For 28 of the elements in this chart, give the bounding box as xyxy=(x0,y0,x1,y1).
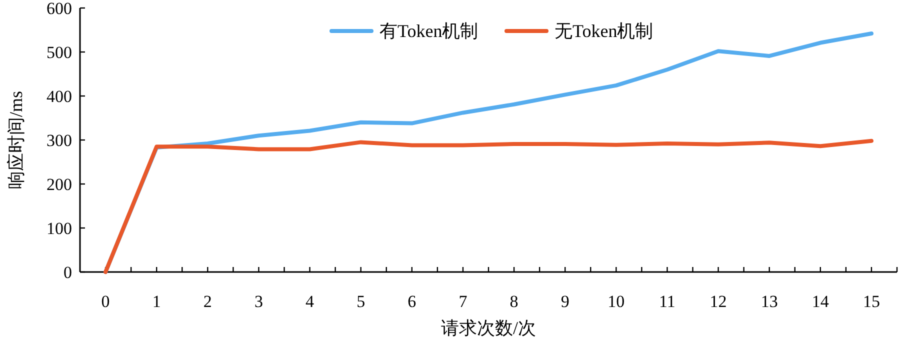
x-tick-label: 5 xyxy=(356,292,366,311)
x-tick-label: 15 xyxy=(862,292,880,311)
y-tick-label: 500 xyxy=(46,43,72,62)
legend-label: 有Token机制 xyxy=(380,21,478,41)
x-tick-label: 8 xyxy=(510,292,518,311)
y-tick-label: 0 xyxy=(64,263,72,282)
x-tick-label: 12 xyxy=(710,292,727,311)
x-tick-label: 0 xyxy=(101,292,110,311)
y-tick-label: 400 xyxy=(46,87,72,106)
x-tick-label: 2 xyxy=(203,292,212,311)
y-tick-label: 300 xyxy=(46,131,72,150)
x-tick-label: 10 xyxy=(608,292,625,311)
x-tick-label: 13 xyxy=(760,292,778,311)
x-tick-label: 6 xyxy=(408,292,416,311)
x-tick-label: 3 xyxy=(254,292,263,311)
x-tick-label: 4 xyxy=(306,292,315,311)
x-tick-label: 11 xyxy=(659,292,676,311)
y-tick-label: 100 xyxy=(46,219,72,238)
y-tick-label: 200 xyxy=(46,175,72,194)
line-series xyxy=(104,138,874,274)
x-tick-label: 1 xyxy=(152,292,161,311)
y-tick-label: 600 xyxy=(46,0,72,18)
legend-label: 无Token机制 xyxy=(554,21,654,41)
x-tick-label: 14 xyxy=(812,292,830,311)
x-tick-label: 9 xyxy=(560,292,570,311)
y-axis-title: 响应时间/ms xyxy=(6,90,26,190)
x-tick-label: 7 xyxy=(458,292,468,311)
x-axis-title: 请求次数/次 xyxy=(440,318,536,338)
